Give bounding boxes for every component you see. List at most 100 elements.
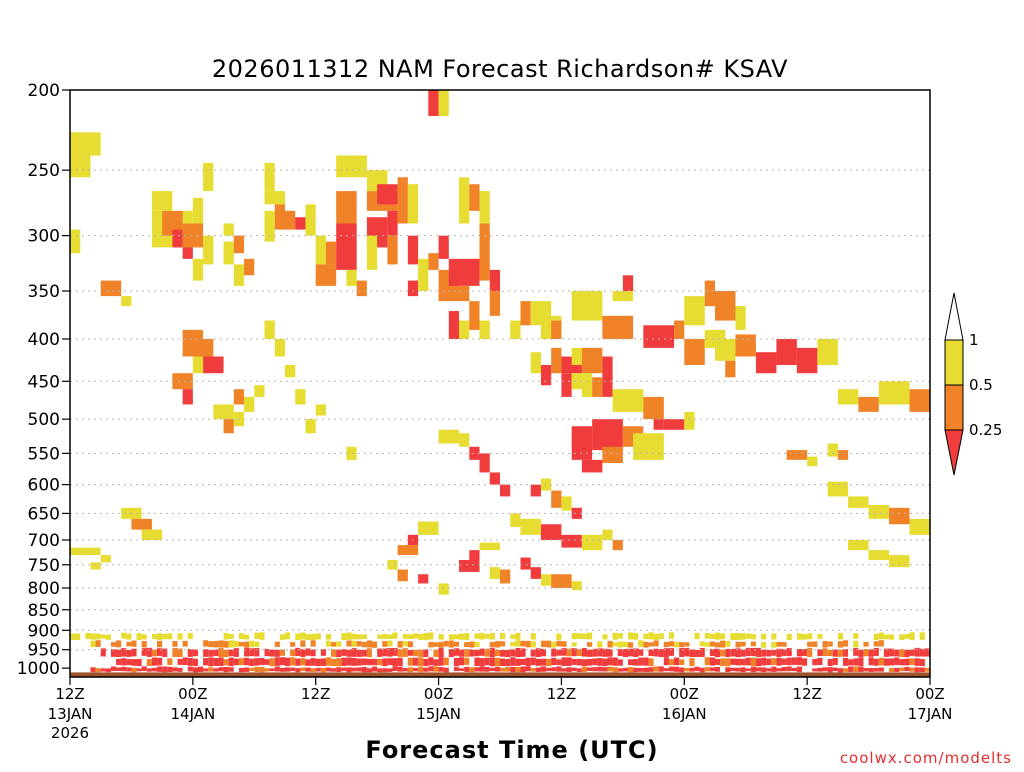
heatmap-cell (510, 320, 521, 339)
heatmap-cell (331, 668, 337, 672)
heatmap-cell (351, 667, 357, 672)
heatmap-cell (684, 642, 690, 647)
heatmap-cell (484, 634, 490, 639)
heatmap-cell (837, 450, 849, 460)
source-credit: coolwx.com/modelts (840, 749, 1012, 767)
heatmap-cell (592, 419, 623, 451)
heatmap-cell (535, 658, 541, 666)
heatmap-cell (269, 668, 275, 672)
heatmap-cell (459, 433, 470, 447)
heatmap-cell (402, 648, 408, 657)
heatmap-cell (279, 667, 285, 672)
heatmap-cell (131, 518, 152, 530)
heatmap-cell (786, 450, 808, 460)
heatmap-cell (264, 210, 275, 242)
heatmap-cell (510, 666, 516, 673)
heatmap-cell (607, 657, 613, 666)
heatmap-cell (392, 632, 398, 639)
heatmap-cell (203, 658, 209, 666)
heatmap-cell (218, 640, 224, 648)
heatmap-cell (116, 667, 122, 672)
heatmap-cell (837, 641, 843, 648)
heatmap-cell (459, 320, 470, 339)
heatmap-cell (223, 666, 229, 673)
heatmap-cell (755, 647, 762, 658)
heatmap-cell (238, 658, 245, 665)
y-tick-label: 300 (28, 227, 60, 247)
heatmap-cell (264, 191, 285, 205)
heatmap-cell (126, 641, 132, 647)
heatmap-cell (576, 668, 582, 672)
heatmap-cell (100, 555, 111, 563)
heatmap-cell (305, 634, 311, 640)
heatmap-cell (402, 634, 408, 639)
heatmap-cell (249, 658, 255, 667)
heatmap-cell (100, 280, 122, 297)
heatmap-cell (397, 177, 408, 224)
heatmap-cell (172, 229, 183, 248)
heatmap-cell (730, 648, 736, 657)
heatmap-cell (500, 484, 511, 497)
heatmap-cell (725, 360, 736, 378)
heatmap-cell (668, 659, 675, 666)
heatmap-cell (238, 642, 245, 647)
heatmap-cell (725, 667, 731, 673)
heatmap-cell (464, 648, 470, 657)
heatmap-cell (689, 667, 695, 672)
heatmap-cell (474, 667, 480, 672)
heatmap-cell (254, 385, 265, 397)
heatmap-cell (70, 229, 81, 254)
heatmap-cell (489, 657, 495, 667)
heatmap-cell (735, 641, 741, 648)
heatmap-cell (85, 632, 91, 639)
heatmap-cell (387, 648, 393, 657)
heatmap-cell (551, 347, 562, 374)
heatmap-cell (868, 657, 874, 666)
heatmap-cell (740, 658, 746, 666)
heatmap-cell (540, 640, 547, 647)
heatmap-cell (474, 641, 480, 647)
y-tick-label: 200 (28, 81, 60, 101)
heatmap-cell (438, 667, 444, 672)
heatmap-cell (341, 649, 347, 656)
heatmap-cell (366, 648, 373, 658)
heatmap-cell (786, 657, 792, 666)
heatmap-cell (331, 649, 337, 657)
heatmap-cell (131, 659, 137, 666)
heatmap-cell (433, 666, 439, 672)
heatmap-cell (310, 668, 316, 672)
heatmap-cell (807, 633, 813, 640)
heatmap-cell (704, 657, 710, 666)
heatmap-cell (817, 667, 823, 672)
heatmap-cell (668, 666, 675, 672)
heatmap-cell (90, 562, 101, 570)
heatmap-cell (249, 667, 255, 672)
heatmap-cell (750, 657, 756, 667)
heatmap-cell (274, 641, 280, 647)
heatmap-cell (592, 648, 598, 657)
x-tick-label: 12Z (792, 685, 821, 703)
heatmap-cell (796, 633, 803, 640)
heatmap-cell (796, 657, 803, 666)
heatmap-cell (182, 223, 204, 248)
heatmap-cell (356, 658, 362, 666)
heatmap-cell (469, 550, 480, 560)
heatmap-cell (70, 633, 76, 640)
heatmap-cell (141, 529, 163, 541)
heatmap-cell (259, 657, 265, 665)
heatmap-cell (581, 633, 588, 640)
heatmap-cell (336, 641, 342, 647)
heatmap-cell (592, 377, 603, 397)
heatmap-cell (443, 640, 449, 647)
heatmap-cell (479, 320, 490, 339)
heatmap-cell (633, 633, 639, 640)
heatmap-cell (479, 666, 485, 672)
heatmap-cell (684, 647, 690, 657)
heatmap-cell (366, 640, 373, 648)
heatmap-cell (489, 632, 495, 640)
heatmap-cell (285, 667, 291, 672)
heatmap-cell (745, 647, 751, 657)
heatmap-cell (469, 301, 480, 330)
heatmap-cell (904, 658, 910, 666)
heatmap-cell (530, 484, 541, 497)
